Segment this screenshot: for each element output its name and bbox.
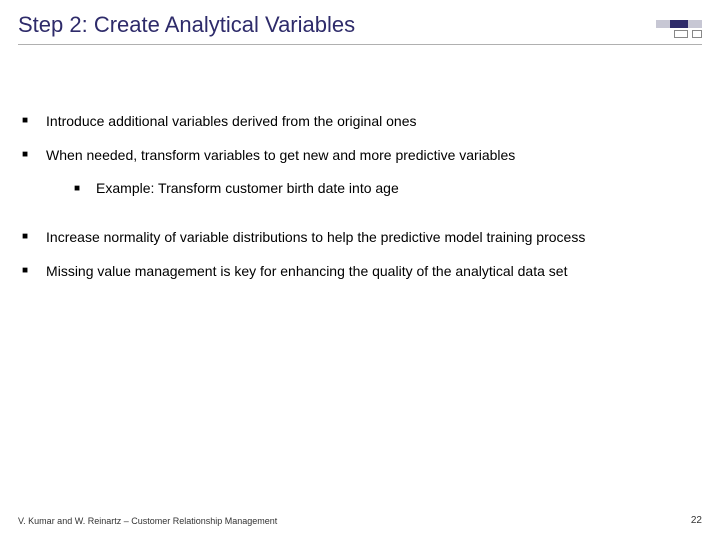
footer-attribution: V. Kumar and W. Reinartz – Customer Rela…	[18, 516, 277, 526]
bullet-text: Introduce additional variables derived f…	[46, 112, 416, 130]
page-number: 22	[691, 515, 702, 526]
decor-box	[674, 30, 688, 38]
bullet-item: ■ Increase normality of variable distrib…	[22, 228, 585, 246]
bullet-marker: ■	[74, 180, 80, 198]
decor-box	[656, 20, 670, 28]
bullet-marker: ■	[22, 112, 28, 130]
slide: Step 2: Create Analytical Variables ■ In…	[0, 0, 720, 540]
bullet-text: Increase normality of variable distribut…	[46, 228, 585, 246]
bullet-marker: ■	[22, 146, 28, 164]
decor-box	[688, 20, 702, 28]
bullet-item: ■ Introduce additional variables derived…	[22, 112, 417, 130]
corner-decoration	[656, 20, 702, 40]
slide-title: Step 2: Create Analytical Variables	[18, 12, 355, 38]
sub-bullet-item: ■ Example: Transform customer birth date…	[22, 180, 399, 198]
bullet-text: When needed, transform variables to get …	[46, 146, 515, 164]
decor-box	[670, 20, 688, 28]
bullet-item: ■ Missing value management is key for en…	[22, 262, 567, 280]
bullet-text: Example: Transform customer birth date i…	[96, 180, 399, 196]
bullet-marker: ■	[22, 228, 28, 246]
bullet-item: ■ When needed, transform variables to ge…	[22, 146, 515, 164]
title-underline	[18, 44, 702, 45]
bullet-text: Missing value management is key for enha…	[46, 262, 567, 280]
bullet-marker: ■	[22, 262, 28, 280]
decor-box	[692, 30, 702, 38]
